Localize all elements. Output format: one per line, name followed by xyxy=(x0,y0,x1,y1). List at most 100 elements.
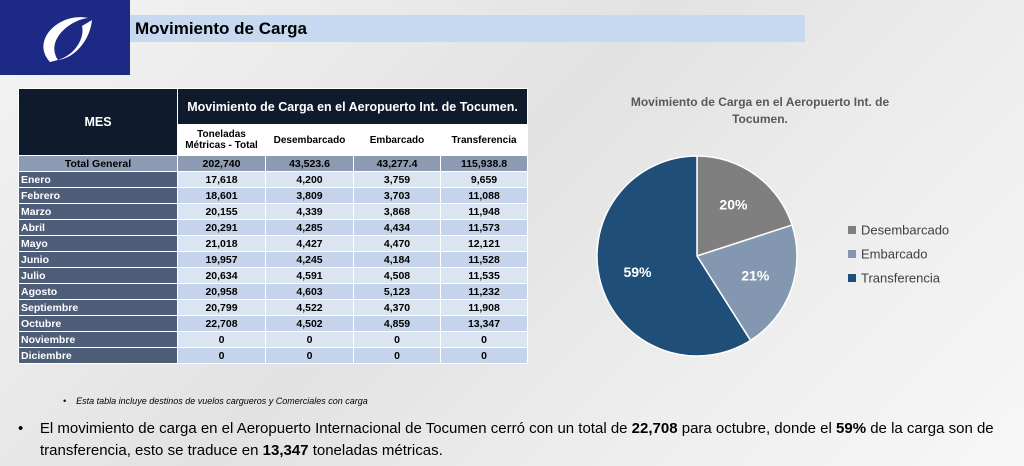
summary-text: El movimiento de carga en el Aeropuerto … xyxy=(39,420,632,437)
summary-text: de la carga son de transferencia, esto s… xyxy=(40,420,994,459)
pie-slice xyxy=(596,155,752,357)
column-header: Desembarcado xyxy=(265,124,354,156)
table-row: Diciembre 0 0 0 0 xyxy=(18,347,529,364)
pie-slice xyxy=(696,155,794,258)
table-title: Movimiento de Carga en el Aeropuerto Int… xyxy=(176,88,529,125)
footnote-text: Esta tabla incluye destinos de vuelos ca… xyxy=(76,396,368,406)
header-row: MES Movimiento de Carga en el Aeropuerto … xyxy=(18,88,529,156)
table-row: Mayo 21,018 4,427 4,470 12,121 xyxy=(18,235,529,252)
cell: 20,634 xyxy=(177,267,266,284)
table-row: Marzo 20,155 4,339 3,868 11,948 xyxy=(18,203,529,220)
row-label: Julio xyxy=(18,267,178,284)
summary-highlight: 22,708 xyxy=(631,420,678,437)
summary-text: para octubre, donde el xyxy=(677,420,837,437)
table-row: Junio 19,957 4,245 4,184 11,528 xyxy=(18,251,529,268)
cell: 0 xyxy=(265,347,354,364)
cell: 4,184 xyxy=(353,251,441,268)
row-label: Junio xyxy=(18,251,178,268)
cell: 0 xyxy=(439,347,529,364)
cell: 4,285 xyxy=(265,219,354,236)
pie-slice xyxy=(695,224,798,342)
cell: 11,535 xyxy=(439,267,529,284)
slice-label: 20% xyxy=(719,197,748,213)
cell: 20,799 xyxy=(177,299,266,316)
table-row: Febrero 18,601 3,809 3,703 11,088 xyxy=(18,187,529,204)
mes-header: MES xyxy=(18,88,178,156)
slice-label: 59% xyxy=(623,264,652,280)
legend-swatch xyxy=(848,274,856,282)
subheader-row: Toneladas Métricas - Total Desembarcado Em… xyxy=(19,124,529,156)
table-row: Agosto 20,958 4,603 5,123 11,232 xyxy=(18,283,529,300)
pie-chart: 20% Desembarcado 21% Embarcado 59% Transferen… xyxy=(596,155,949,357)
legend-label: Desembarcado xyxy=(861,222,949,237)
cell: 115,938.8 xyxy=(439,155,529,172)
cell: 13,347 xyxy=(439,315,529,332)
cell: 4,434 xyxy=(353,219,441,236)
cell: 43,523.6 xyxy=(265,155,354,172)
row-label: Marzo xyxy=(18,203,178,220)
legend-label: Transferencia xyxy=(861,270,941,285)
cell: 4,591 xyxy=(265,267,354,284)
row-label: Enero xyxy=(18,171,178,188)
cell: 4,508 xyxy=(353,267,441,284)
cell: 12,121 xyxy=(439,235,529,252)
cell: 5,123 xyxy=(353,283,441,300)
cell: 11,232 xyxy=(439,283,529,300)
cell: 43,277.4 xyxy=(353,155,441,172)
cell: 19,957 xyxy=(177,251,266,268)
summary-highlight: 13,347 xyxy=(262,442,309,459)
column-header: Embarcado xyxy=(353,124,441,156)
cell: 3,868 xyxy=(353,203,441,220)
row-label: Octubre xyxy=(18,315,178,332)
cell: 4,603 xyxy=(265,283,354,300)
cell: 20,155 xyxy=(177,203,266,220)
slide-title: Movimiento de Carga xyxy=(130,15,805,42)
slice-label: 21% xyxy=(741,268,770,284)
cell: 20,291 xyxy=(177,219,266,236)
cell: 3,703 xyxy=(353,187,441,204)
cell: 4,370 xyxy=(353,299,441,316)
table-row: Abril 20,291 4,285 4,434 11,573 xyxy=(18,219,529,236)
cell: 11,908 xyxy=(439,299,529,316)
legend-swatch xyxy=(848,250,856,258)
table-row: Julio 20,634 4,591 4,508 11,535 xyxy=(18,267,529,284)
cell: 4,522 xyxy=(265,299,354,316)
cell: 22,708 xyxy=(177,315,266,332)
summary: • El movimiento de carga en el Aeropuert… xyxy=(18,420,994,459)
table-row: Octubre 22,708 4,502 4,859 13,347 xyxy=(18,315,529,332)
cell: 9,659 xyxy=(439,171,529,188)
cell: 0 xyxy=(265,331,354,348)
cell: 17,618 xyxy=(177,171,266,188)
cell: 4,245 xyxy=(265,251,354,268)
cell: 0 xyxy=(177,347,266,364)
row-label: Febrero xyxy=(18,187,178,204)
row-label: Agosto xyxy=(18,283,178,300)
cell: 4,339 xyxy=(265,203,354,220)
table-row: Total General 202,740 43,523.6 43,277.4 115,… xyxy=(18,155,529,172)
cell: 21,018 xyxy=(177,235,266,252)
cell: 18,601 xyxy=(177,187,266,204)
legend-swatch xyxy=(848,226,856,234)
legend-label: Embarcado xyxy=(861,246,927,261)
row-label: Abril xyxy=(18,219,178,236)
table-row: Septiembre 20,799 4,522 4,370 11,908 xyxy=(18,299,529,316)
cell: 11,573 xyxy=(439,219,529,236)
logo xyxy=(0,0,130,75)
cell: 11,088 xyxy=(439,187,529,204)
cell: 20,958 xyxy=(177,283,266,300)
cell: 0 xyxy=(353,331,441,348)
cell: 4,502 xyxy=(265,315,354,332)
cell: 11,948 xyxy=(439,203,529,220)
summary-text: toneladas métricas. xyxy=(308,442,443,459)
footnote: • Esta tabla incluye destinos de vuelos … xyxy=(63,396,368,406)
table-row: Noviembre 0 0 0 0 xyxy=(18,331,529,348)
cell: 4,859 xyxy=(353,315,441,332)
cell: 3,759 xyxy=(353,171,441,188)
row-label: Septiembre xyxy=(18,299,178,316)
cell: 202,740 xyxy=(177,155,266,172)
chart-title: Movimiento de Carga en el Aeropuerto Int… xyxy=(630,95,890,126)
row-label: Mayo xyxy=(18,235,178,252)
row-label: Total General xyxy=(18,155,178,172)
row-label: Noviembre xyxy=(18,331,178,348)
